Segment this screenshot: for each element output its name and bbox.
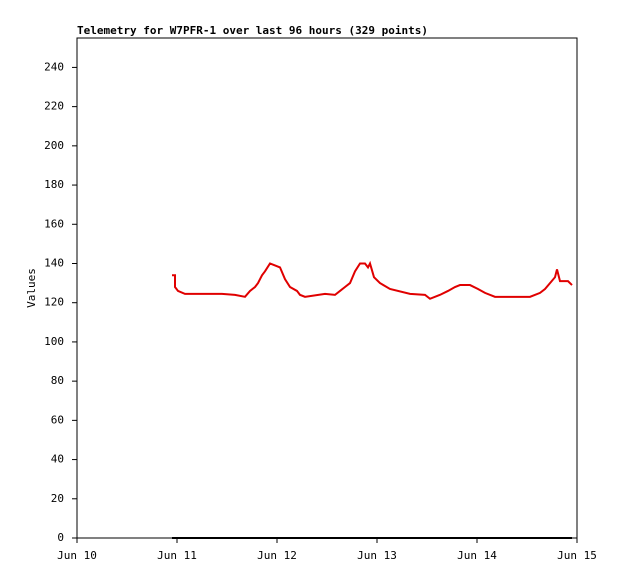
x-tick-label: Jun 12 bbox=[257, 549, 297, 562]
x-tick-label: Jun 13 bbox=[357, 549, 397, 562]
y-tick-label: 240 bbox=[44, 60, 64, 73]
y-tick-label: 200 bbox=[44, 139, 64, 152]
x-tick-label: Jun 11 bbox=[157, 549, 197, 562]
x-tick-label: Jun 14 bbox=[457, 549, 497, 562]
y-tick-label: 80 bbox=[51, 374, 64, 387]
y-tick-label: 100 bbox=[44, 335, 64, 348]
x-tick-label: Jun 15 bbox=[557, 549, 597, 562]
y-tick-label: 180 bbox=[44, 178, 64, 191]
y-tick-label: 140 bbox=[44, 256, 64, 269]
y-tick-label: 20 bbox=[51, 492, 64, 505]
y-tick-label: 220 bbox=[44, 100, 64, 113]
series-line bbox=[172, 260, 573, 300]
y-tick-label: 0 bbox=[57, 531, 64, 544]
y-axis-label: Values bbox=[25, 268, 38, 308]
y-tick-label: 160 bbox=[44, 217, 64, 230]
y-tick-label: 60 bbox=[51, 413, 64, 426]
y-tick-label: 40 bbox=[51, 453, 64, 466]
chart-title: Telemetry for W7PFR-1 over last 96 hours… bbox=[77, 24, 428, 37]
plot-frame bbox=[76, 37, 578, 539]
y-tick-label: 120 bbox=[44, 296, 64, 309]
x-tick-label: Jun 10 bbox=[57, 549, 97, 562]
